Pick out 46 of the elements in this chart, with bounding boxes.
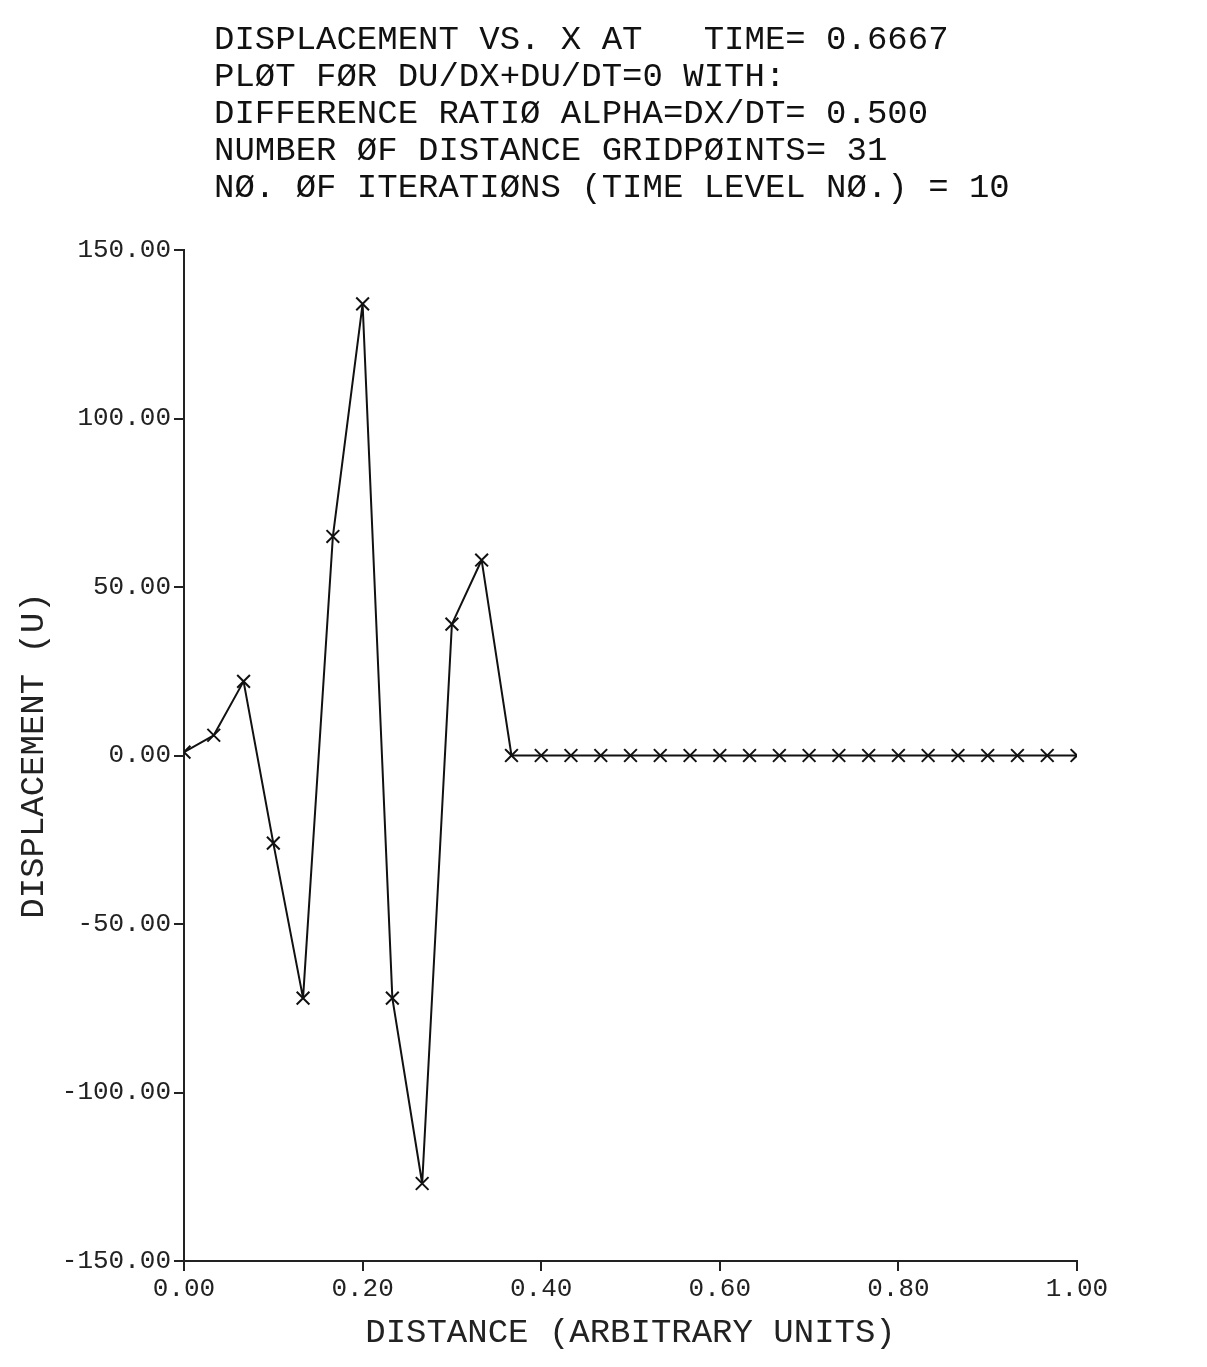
point — [236, 674, 251, 689]
point — [652, 748, 668, 763]
y-tick-label: 100.00 — [77, 403, 172, 434]
chart-subtitle: PLØT FØR DU/DX+DU/DT=0 WITH: DIFFERENCE RATIØ ALPHA=DX/DT= 0.500 NUMBER ØF DISTANCE GRIDPØINTS= 31 NØ. ØF ITERATIØNS (TIME LEVEL NØ.) = 10 — [214, 58, 1010, 207]
point — [504, 748, 519, 763]
y-tick-label: -50.00 — [77, 908, 172, 939]
point — [1039, 748, 1055, 763]
y-tick-label: 50.00 — [93, 571, 172, 602]
chart-title: DISPLACEMENT VS. X AT TIME= 0.6667 — [214, 21, 949, 59]
x-tick-label: 0.40 — [510, 1274, 573, 1305]
x-tick-label: 0.00 — [152, 1274, 216, 1305]
point — [920, 748, 936, 763]
point — [980, 748, 996, 763]
y-tick-label: 150.00 — [77, 234, 172, 265]
point — [742, 748, 757, 763]
point — [384, 990, 400, 1006]
point — [712, 748, 728, 763]
point — [861, 748, 877, 763]
y-tick-label: -150.00 — [61, 1245, 172, 1276]
point — [891, 748, 906, 763]
point — [325, 529, 341, 544]
point — [801, 748, 817, 763]
point — [682, 748, 698, 763]
x-tick-label: 0.60 — [688, 1274, 752, 1305]
point — [444, 616, 460, 632]
y-tick-label: 0.00 — [108, 740, 172, 771]
point — [474, 552, 490, 568]
point — [563, 748, 579, 763]
point — [831, 748, 847, 763]
y-axis-title: DISPLACEMENT (U) — [15, 592, 54, 919]
x-axis-title: DISTANCE (ARBITRARY UNITS) — [365, 1313, 896, 1352]
point — [1010, 748, 1025, 763]
x-tick-label: 0.20 — [331, 1274, 394, 1305]
point — [533, 748, 549, 763]
point — [414, 1176, 430, 1191]
point — [623, 748, 638, 763]
y-tick-label: -100.00 — [61, 1077, 172, 1108]
point — [265, 835, 281, 851]
point — [772, 748, 787, 763]
point — [206, 727, 222, 743]
x-tick-label: 0.80 — [867, 1274, 930, 1305]
point — [593, 748, 609, 763]
point — [295, 990, 311, 1006]
point — [950, 748, 966, 763]
x-tick-label: 1.00 — [1045, 1274, 1109, 1305]
point — [355, 296, 370, 312]
